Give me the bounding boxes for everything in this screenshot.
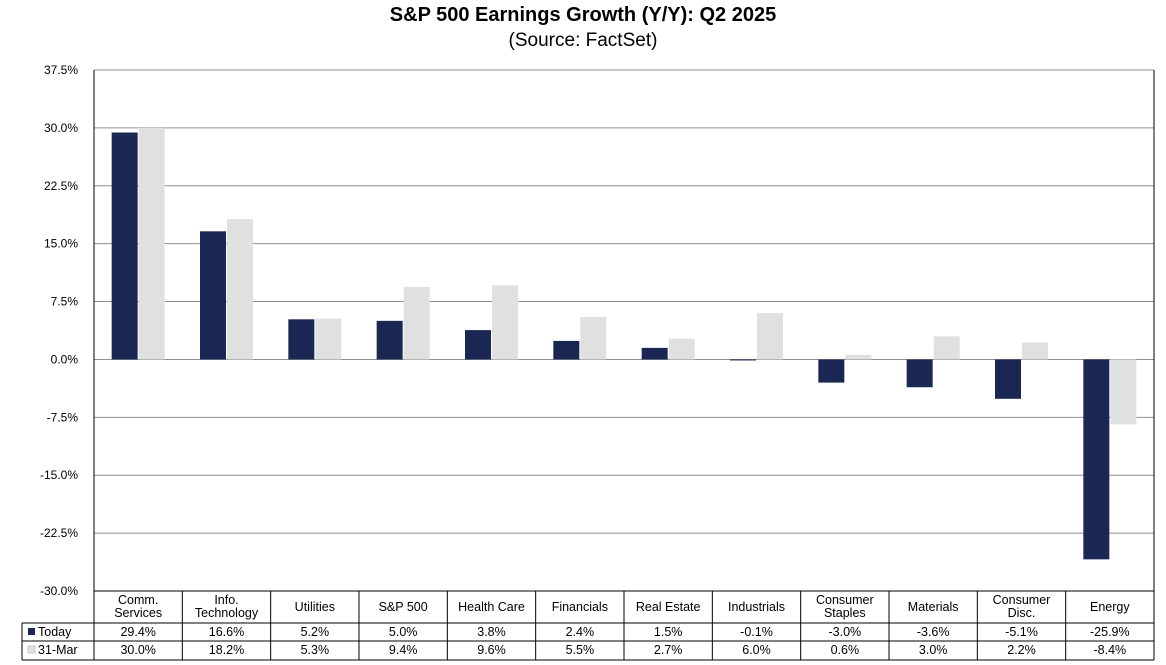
category-label: Real Estate — [636, 600, 701, 614]
data-label: -5.1% — [1005, 625, 1038, 639]
data-label: 3.0% — [919, 643, 948, 657]
category-label: Comm. — [118, 593, 158, 607]
bar-today — [288, 319, 315, 360]
y-tick-label: -30.0% — [40, 584, 78, 598]
chart-subtitle: (Source: FactSet) — [508, 30, 658, 51]
data-label: 29.4% — [120, 625, 155, 639]
legend-swatch — [27, 645, 36, 654]
bar-31-mar — [492, 285, 518, 360]
bar-today — [730, 359, 756, 361]
data-label: 16.6% — [209, 625, 244, 639]
data-label: 0.6% — [831, 643, 860, 657]
category-label: Consumer — [993, 593, 1051, 607]
y-tick-label: 7.5% — [51, 295, 79, 309]
data-label: 5.3% — [301, 643, 330, 657]
category-label: Technology — [195, 606, 259, 620]
bar-today — [995, 359, 1021, 399]
bar-31-mar — [757, 313, 783, 360]
bar-today — [818, 359, 845, 383]
data-label: 5.0% — [389, 625, 418, 639]
bar-31-mar — [315, 318, 342, 360]
bar-31-mar — [227, 218, 253, 360]
data-label: 9.6% — [477, 643, 506, 657]
y-tick-label: 37.5% — [44, 63, 78, 77]
data-label: 9.4% — [389, 643, 418, 657]
data-label: -25.9% — [1090, 625, 1130, 639]
category-label: Services — [114, 606, 162, 620]
category-label: Industrials — [728, 600, 785, 614]
category-label: Materials — [908, 600, 959, 614]
bar-31-mar — [933, 336, 960, 360]
bar-today — [641, 347, 668, 360]
data-label: -3.6% — [917, 625, 950, 639]
y-tick-label: 22.5% — [44, 179, 78, 193]
category-label: Info. — [214, 593, 238, 607]
data-label: 5.5% — [566, 643, 595, 657]
category-label: Consumer — [816, 593, 874, 607]
legend-swatch — [28, 628, 35, 635]
data-label: 2.7% — [654, 643, 683, 657]
chart-title: S&P 500 Earnings Growth (Y/Y): Q2 2025 — [389, 4, 777, 26]
category-label: Financials — [552, 600, 608, 614]
y-tick-label: -7.5% — [47, 410, 79, 424]
bar-today — [906, 359, 933, 388]
category-label: Energy — [1090, 600, 1130, 614]
y-tick-label: 0.0% — [51, 352, 79, 366]
bar-31-mar — [668, 338, 695, 360]
bar-today — [111, 132, 138, 360]
y-tick-label: 30.0% — [44, 121, 78, 135]
data-label: 2.2% — [1007, 643, 1036, 657]
y-tick-label: 15.0% — [44, 237, 78, 251]
data-label: 18.2% — [209, 643, 244, 657]
data-label: -0.1% — [740, 625, 773, 639]
legend-label: Today — [38, 625, 72, 639]
bar-today — [465, 330, 491, 360]
data-label: -3.0% — [829, 625, 862, 639]
category-label: S&P 500 — [379, 600, 428, 614]
bar-today — [553, 340, 580, 360]
data-label: -8.4% — [1094, 643, 1127, 657]
category-label: Disc. — [1008, 606, 1036, 620]
bar-today — [200, 231, 226, 360]
bar-31-mar — [138, 127, 165, 360]
legend-label: 31-Mar — [38, 643, 78, 657]
bar-today — [376, 320, 403, 360]
bar-31-mar — [845, 354, 872, 360]
category-label: Utilities — [295, 600, 335, 614]
data-label: 1.5% — [654, 625, 683, 639]
bar-31-mar — [403, 286, 430, 360]
data-label: 30.0% — [120, 643, 155, 657]
bar-today — [1083, 359, 1110, 560]
y-tick-label: -22.5% — [40, 526, 78, 540]
bar-31-mar — [1110, 359, 1137, 425]
data-label: 5.2% — [301, 625, 330, 639]
bar-31-mar — [1022, 342, 1048, 360]
bar-31-mar — [580, 316, 607, 360]
category-label: Health Care — [458, 600, 525, 614]
data-label: 3.8% — [477, 625, 506, 639]
data-label: 6.0% — [742, 643, 771, 657]
category-label: Staples — [824, 606, 866, 620]
y-tick-label: -15.0% — [40, 468, 78, 482]
data-label: 2.4% — [566, 625, 595, 639]
